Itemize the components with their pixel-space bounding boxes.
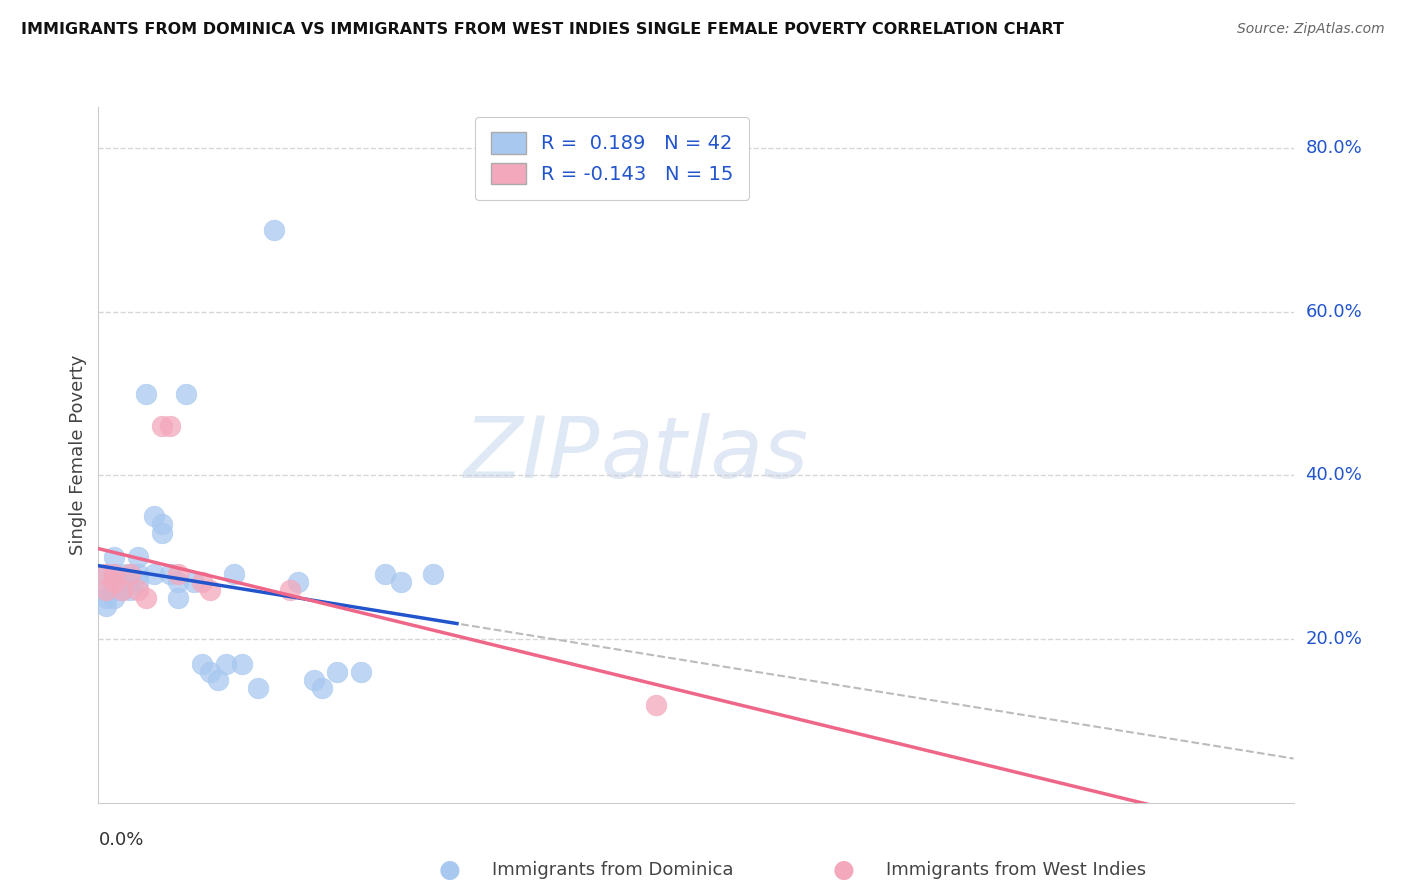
Point	[135, 591, 157, 606]
Point	[127, 566, 149, 581]
Point	[96, 566, 118, 581]
Point	[311, 681, 333, 696]
Point	[103, 566, 125, 581]
Point	[159, 566, 181, 581]
Point	[143, 566, 166, 581]
Point	[150, 517, 173, 532]
Point	[127, 574, 149, 589]
Point	[111, 574, 134, 589]
Point	[222, 566, 245, 581]
Point	[150, 419, 173, 434]
Point	[287, 574, 309, 589]
Point	[645, 698, 668, 712]
Point	[120, 582, 142, 597]
Legend: R =  0.189   N = 42, R = -0.143   N = 15: R = 0.189 N = 42, R = -0.143 N = 15	[475, 117, 749, 200]
Point	[191, 657, 214, 671]
Point	[111, 566, 134, 581]
Text: ●: ●	[832, 858, 855, 881]
Y-axis label: Single Female Poverty: Single Female Poverty	[69, 355, 87, 555]
Point	[374, 566, 396, 581]
Text: ●: ●	[439, 858, 461, 881]
Point	[96, 599, 118, 614]
Text: 20.0%: 20.0%	[1305, 630, 1362, 648]
Point	[159, 419, 181, 434]
Text: 60.0%: 60.0%	[1305, 302, 1362, 321]
Point	[96, 566, 118, 581]
Point	[167, 591, 190, 606]
Point	[326, 665, 349, 679]
Point	[198, 665, 221, 679]
Point	[96, 582, 118, 597]
Point	[127, 582, 149, 597]
Point	[246, 681, 269, 696]
Point	[127, 550, 149, 565]
Text: 0.0%: 0.0%	[98, 830, 143, 848]
Text: Immigrants from Dominica: Immigrants from Dominica	[492, 861, 734, 879]
Point	[103, 582, 125, 597]
Point	[103, 574, 125, 589]
Point	[167, 566, 190, 581]
Point	[103, 550, 125, 565]
Point	[183, 574, 205, 589]
Text: Source: ZipAtlas.com: Source: ZipAtlas.com	[1237, 22, 1385, 37]
Text: IMMIGRANTS FROM DOMINICA VS IMMIGRANTS FROM WEST INDIES SINGLE FEMALE POVERTY CO: IMMIGRANTS FROM DOMINICA VS IMMIGRANTS F…	[21, 22, 1064, 37]
Point	[302, 673, 325, 687]
Point	[120, 566, 142, 581]
Point	[263, 223, 285, 237]
Point	[231, 657, 253, 671]
Point	[191, 574, 214, 589]
Point	[174, 386, 197, 401]
Point	[422, 566, 444, 581]
Point	[135, 386, 157, 401]
Point	[96, 582, 118, 597]
Text: 40.0%: 40.0%	[1305, 467, 1362, 484]
Point	[278, 582, 301, 597]
Point	[111, 582, 134, 597]
Point	[120, 566, 142, 581]
Point	[350, 665, 373, 679]
Point	[103, 591, 125, 606]
Point	[198, 582, 221, 597]
Point	[167, 574, 190, 589]
Point	[150, 525, 173, 540]
Point	[389, 574, 412, 589]
Text: atlas: atlas	[600, 413, 808, 497]
Point	[215, 657, 238, 671]
Text: Immigrants from West Indies: Immigrants from West Indies	[886, 861, 1146, 879]
Point	[103, 566, 125, 581]
Text: ZIP: ZIP	[464, 413, 600, 497]
Point	[143, 509, 166, 524]
Text: 80.0%: 80.0%	[1305, 139, 1362, 157]
Point	[111, 582, 134, 597]
Point	[207, 673, 229, 687]
Point	[96, 591, 118, 606]
